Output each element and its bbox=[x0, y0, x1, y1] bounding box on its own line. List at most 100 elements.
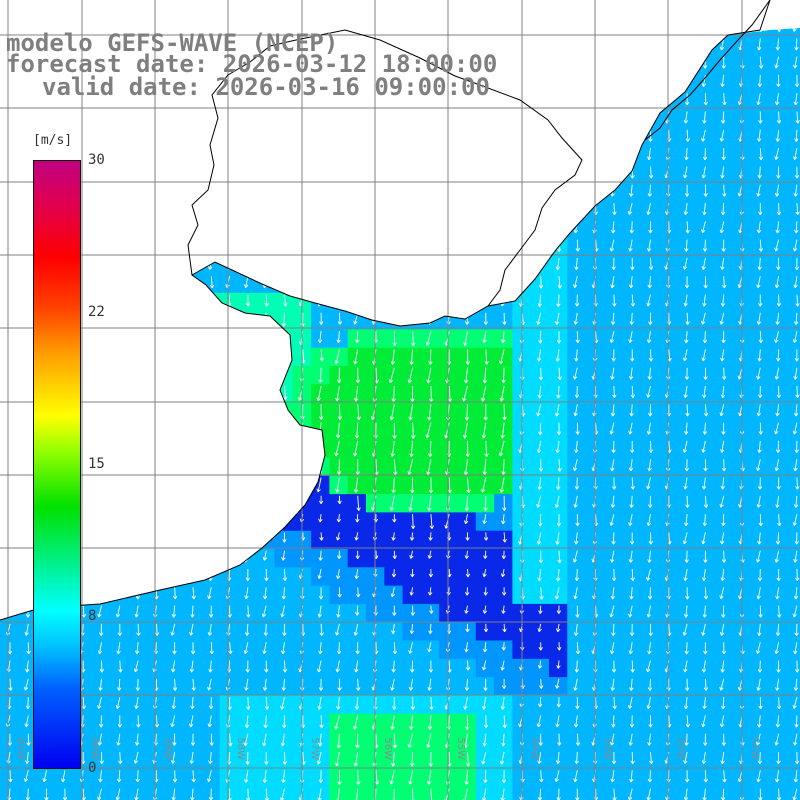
wind-speed-cell bbox=[402, 128, 422, 147]
wind-arrow bbox=[463, 148, 469, 160]
wind-speed-cell bbox=[750, 457, 770, 477]
wind-speed-cell bbox=[786, 128, 800, 147]
wind-arrow bbox=[171, 477, 176, 488]
wind-speed-cell bbox=[238, 0, 257, 19]
wind-speed-cell bbox=[219, 677, 239, 696]
wind-speed-cell bbox=[786, 494, 800, 513]
wind-speed-cell bbox=[311, 109, 330, 129]
wind-speed-cell bbox=[439, 256, 459, 276]
wind-arrow bbox=[116, 367, 121, 382]
wind-arrow bbox=[117, 129, 122, 142]
wind-arrow bbox=[25, 568, 30, 581]
longitude-label: 59W bbox=[162, 737, 173, 760]
wind-speed-cell bbox=[530, 494, 550, 513]
wind-speed-cell bbox=[549, 549, 568, 568]
wind-speed-cell bbox=[604, 0, 623, 19]
wind-speed-cell bbox=[567, 201, 587, 221]
wind-speed-cell bbox=[146, 622, 166, 642]
wind-arrow bbox=[262, 239, 267, 252]
wind-speed-cell bbox=[622, 164, 642, 184]
wind-speed-cell bbox=[567, 366, 587, 385]
wind-speed-cell bbox=[37, 0, 56, 19]
wind-speed-cell bbox=[530, 768, 550, 788]
wind-speed-cell bbox=[311, 128, 330, 147]
wind-speed-cell bbox=[677, 439, 696, 459]
wind-arrow bbox=[446, 129, 451, 142]
wind-speed-cell bbox=[475, 439, 495, 459]
wind-arrow bbox=[519, 28, 524, 33]
wind-speed-cell bbox=[164, 366, 184, 385]
wind-speed-cell bbox=[329, 109, 349, 129]
wind-speed-cell bbox=[183, 475, 202, 495]
wind-speed-cell bbox=[713, 311, 733, 330]
wind-speed-cell bbox=[750, 695, 770, 715]
wind-speed-cell bbox=[128, 439, 147, 459]
wind-speed-cell bbox=[640, 475, 660, 495]
wind-speed-cell bbox=[622, 658, 642, 678]
wind-speed-cell bbox=[530, 237, 550, 257]
wind-arrow bbox=[226, 495, 231, 504]
wind-arrow bbox=[97, 331, 102, 345]
wind-speed-cell bbox=[714, 0, 733, 19]
wind-arrow bbox=[189, 166, 194, 179]
wind-speed-cell bbox=[201, 420, 221, 440]
wind-speed-cell bbox=[786, 530, 800, 550]
wind-speed-cell bbox=[164, 201, 184, 221]
wind-speed-cell bbox=[110, 0, 129, 19]
wind-speed-cell bbox=[220, 0, 239, 19]
wind-arrow bbox=[133, 385, 139, 400]
wind-speed-cell bbox=[164, 128, 184, 147]
wind-arrow bbox=[353, 257, 359, 270]
wind-speed-cell bbox=[530, 219, 550, 239]
wind-speed-cell bbox=[237, 128, 257, 147]
wind-arrow bbox=[24, 349, 29, 364]
wind-speed-cell bbox=[622, 549, 642, 568]
wind-speed-cell bbox=[677, 622, 696, 642]
wind-arrow bbox=[172, 495, 178, 506]
wind-speed-cell bbox=[713, 494, 733, 513]
wind-arrow bbox=[117, 404, 122, 419]
wind-arrow bbox=[133, 568, 139, 581]
wind-speed-cell bbox=[109, 622, 129, 642]
wind-speed-cell bbox=[567, 164, 587, 184]
wind-speed-cell bbox=[146, 457, 166, 477]
wind-speed-cell bbox=[750, 91, 770, 111]
wind-speed-cell bbox=[91, 237, 111, 257]
wind-arrow bbox=[427, 221, 433, 234]
wind-speed-cell bbox=[768, 91, 788, 111]
wind-arrow bbox=[117, 257, 123, 270]
wind-speed-cell bbox=[786, 585, 800, 605]
wind-speed-cell bbox=[677, 311, 696, 330]
wind-speed-cell bbox=[256, 237, 276, 257]
wind-speed-cell bbox=[109, 420, 129, 440]
wind-speed-cell bbox=[237, 585, 257, 605]
wind-speed-cell bbox=[421, 0, 440, 19]
wind-speed-cell bbox=[786, 311, 800, 330]
wind-speed-cell bbox=[549, 164, 568, 184]
wind-speed-cell bbox=[128, 347, 147, 367]
wind-speed-cell bbox=[677, 768, 696, 788]
wind-speed-cell bbox=[567, 54, 587, 74]
wind-arrow bbox=[263, 221, 268, 234]
wind-speed-cell bbox=[402, 384, 422, 404]
wind-speed-cell bbox=[384, 0, 403, 19]
wind-arrow bbox=[8, 93, 13, 106]
wind-arrow bbox=[25, 514, 31, 527]
wind-speed-cell bbox=[109, 311, 129, 330]
wind-speed-cell bbox=[311, 0, 330, 19]
wind-speed-cell bbox=[768, 183, 788, 202]
wind-arrow bbox=[224, 459, 231, 473]
wind-speed-cell bbox=[201, 311, 221, 330]
wind-speed-cell bbox=[0, 549, 19, 568]
wind-speed-cell bbox=[91, 585, 111, 605]
wind-speed-cell bbox=[311, 622, 330, 642]
wind-speed-cell bbox=[237, 384, 257, 404]
wind-speed-cell bbox=[274, 201, 294, 221]
wind-speed-cell bbox=[439, 219, 459, 239]
wind-speed-cell bbox=[641, 0, 660, 19]
wind-speed-cell bbox=[768, 274, 788, 294]
wind-arrow bbox=[483, 184, 488, 197]
wind-speed-cell bbox=[73, 128, 93, 147]
wind-arrow bbox=[317, 202, 322, 215]
wind-speed-cell bbox=[695, 768, 715, 788]
